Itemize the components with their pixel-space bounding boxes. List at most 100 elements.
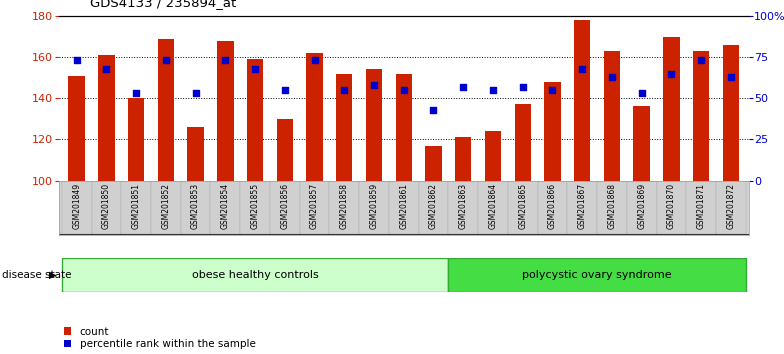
Bar xyxy=(151,181,181,235)
Bar xyxy=(307,53,323,181)
Bar xyxy=(604,51,620,181)
Bar xyxy=(419,181,448,235)
Text: disease state: disease state xyxy=(2,270,71,280)
Bar xyxy=(514,104,531,181)
Point xyxy=(546,87,559,93)
Point xyxy=(189,91,201,96)
Point xyxy=(724,74,737,80)
Bar xyxy=(508,181,538,235)
Bar xyxy=(210,181,240,235)
Text: GSM201855: GSM201855 xyxy=(251,183,260,229)
Bar xyxy=(574,20,590,181)
Text: GSM201870: GSM201870 xyxy=(667,183,676,229)
Bar xyxy=(544,82,561,181)
Bar xyxy=(187,127,204,181)
Bar xyxy=(128,98,144,181)
Text: GSM201852: GSM201852 xyxy=(162,183,170,229)
Bar xyxy=(633,107,650,181)
Bar xyxy=(181,181,210,235)
Text: GSM201857: GSM201857 xyxy=(310,183,319,229)
Bar xyxy=(366,69,382,181)
Bar xyxy=(247,59,263,181)
Text: GSM201863: GSM201863 xyxy=(459,183,468,229)
Text: GSM201858: GSM201858 xyxy=(339,183,349,229)
Point xyxy=(517,84,529,90)
Bar xyxy=(396,74,412,181)
Point xyxy=(606,74,619,80)
Text: GSM201856: GSM201856 xyxy=(281,183,289,229)
Text: GSM201864: GSM201864 xyxy=(488,183,498,229)
Bar xyxy=(448,181,478,235)
Text: GSM201867: GSM201867 xyxy=(578,183,586,229)
Point xyxy=(427,107,440,113)
Point xyxy=(278,87,291,93)
Text: GSM201859: GSM201859 xyxy=(369,183,379,229)
Bar xyxy=(336,74,353,181)
Point xyxy=(249,66,261,72)
Point xyxy=(397,87,410,93)
Bar xyxy=(538,181,568,235)
Text: GSM201862: GSM201862 xyxy=(429,183,438,229)
Bar xyxy=(723,45,739,181)
Bar xyxy=(626,181,656,235)
Bar xyxy=(686,181,716,235)
Bar xyxy=(68,76,85,181)
Point xyxy=(695,58,707,63)
Bar xyxy=(299,181,329,235)
Bar xyxy=(62,181,92,235)
Bar xyxy=(92,181,122,235)
Point xyxy=(635,91,648,96)
Text: GSM201869: GSM201869 xyxy=(637,183,646,229)
Bar xyxy=(448,258,746,292)
Point xyxy=(665,71,677,76)
Point xyxy=(457,84,470,90)
Bar xyxy=(98,55,114,181)
Bar xyxy=(478,181,508,235)
Bar xyxy=(277,119,293,181)
Bar xyxy=(240,181,270,235)
Text: GSM201850: GSM201850 xyxy=(102,183,111,229)
Bar xyxy=(217,41,234,181)
Bar xyxy=(485,131,501,181)
Text: GDS4133 / 235894_at: GDS4133 / 235894_at xyxy=(90,0,237,9)
Text: GSM201851: GSM201851 xyxy=(132,183,140,229)
Bar xyxy=(693,51,710,181)
Bar xyxy=(62,258,448,292)
Text: obese healthy controls: obese healthy controls xyxy=(192,270,318,280)
Point xyxy=(576,66,589,72)
Text: GSM201866: GSM201866 xyxy=(548,183,557,229)
Text: GSM201861: GSM201861 xyxy=(399,183,408,229)
Text: GSM201854: GSM201854 xyxy=(221,183,230,229)
Text: GSM201871: GSM201871 xyxy=(697,183,706,229)
Bar xyxy=(425,145,441,181)
Point xyxy=(487,87,499,93)
Bar xyxy=(122,181,151,235)
Point xyxy=(308,58,321,63)
Bar xyxy=(329,181,359,235)
Text: GSM201868: GSM201868 xyxy=(608,183,616,229)
Text: GSM201872: GSM201872 xyxy=(727,183,735,229)
Bar xyxy=(597,181,626,235)
Legend: count, percentile rank within the sample: count, percentile rank within the sample xyxy=(64,327,256,349)
Bar xyxy=(656,181,686,235)
Bar xyxy=(716,181,746,235)
Bar xyxy=(455,137,471,181)
Bar xyxy=(359,181,389,235)
Text: polycystic ovary syndrome: polycystic ovary syndrome xyxy=(522,270,672,280)
Text: GSM201849: GSM201849 xyxy=(72,183,81,229)
Bar xyxy=(568,181,597,235)
Point xyxy=(100,66,113,72)
Bar xyxy=(270,181,299,235)
Point xyxy=(130,91,143,96)
Bar xyxy=(389,181,419,235)
Point xyxy=(368,82,380,88)
Text: ▶: ▶ xyxy=(49,270,56,280)
Point xyxy=(71,58,83,63)
Bar xyxy=(663,36,680,181)
Bar xyxy=(158,39,174,181)
Text: GSM201865: GSM201865 xyxy=(518,183,527,229)
Point xyxy=(219,58,231,63)
Text: GSM201853: GSM201853 xyxy=(191,183,200,229)
Point xyxy=(160,58,172,63)
Point xyxy=(338,87,350,93)
